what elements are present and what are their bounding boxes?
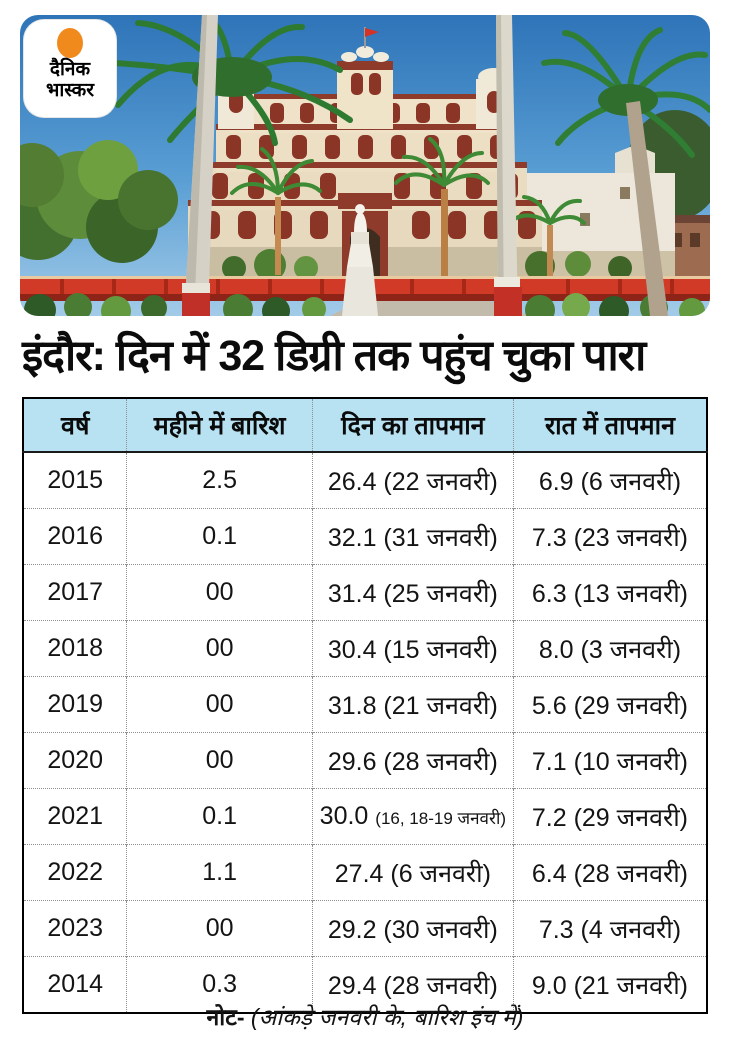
weather-table-head: वर्ष महीने में बारिश दिन का तापमान रात में … bbox=[23, 398, 707, 453]
year-cell: 2022 bbox=[23, 844, 127, 901]
rain-cell: 0.1 bbox=[126, 508, 313, 565]
rain-cell: 1.1 bbox=[126, 844, 313, 901]
rain-cell: 2.5 bbox=[126, 452, 313, 509]
header-row: वर्ष महीने में बारिश दिन का तापमान रात में … bbox=[23, 398, 707, 453]
logo-sun-icon bbox=[57, 28, 83, 58]
rain-cell: 00 bbox=[126, 900, 313, 957]
weather-table-body: 2015 2.5 26.4 (22 जनवरी) 6.9 (6 जनवरी) 2016 0… bbox=[23, 452, 707, 1013]
rajwada-illustration bbox=[20, 15, 710, 316]
table-row: 2023 00 29.2 (30 जनवरी) 7.3 (4 जनवरी) bbox=[23, 900, 707, 957]
dainik-bhaskar-logo: दैनिक भास्कर bbox=[24, 20, 116, 117]
day-temp-cell: 27.4 (6 जनवरी) bbox=[311, 844, 514, 901]
year-cell: 2017 bbox=[23, 564, 127, 621]
table-row: 2019 00 31.8 (21 जनवरी) 5.6 (29 जनवरी) bbox=[23, 676, 707, 733]
day-temp-cell: 30.0 (16, 18-19 जनवरी) bbox=[311, 788, 514, 845]
column-header-0: वर्ष bbox=[23, 398, 127, 453]
night-temp-cell: 6.3 (13 जनवरी) bbox=[512, 564, 707, 621]
day-temp-cell: 29.6 (28 जनवरी) bbox=[311, 732, 514, 789]
rajwada-photo bbox=[20, 15, 710, 316]
rain-cell: 00 bbox=[126, 564, 313, 621]
day-temp-cell: 29.4 (28 जनवरी) bbox=[311, 956, 514, 1013]
logo-line1: दैनिक bbox=[49, 59, 91, 80]
year-cell: 2021 bbox=[23, 788, 127, 845]
table-row: 2017 00 31.4 (25 जनवरी) 6.3 (13 जनवरी) bbox=[23, 564, 707, 621]
year-cell: 2023 bbox=[23, 900, 127, 957]
logo-line2: भास्कर bbox=[45, 80, 95, 101]
day-temp-cell: 31.4 (25 जनवरी) bbox=[311, 564, 514, 621]
footnote-text: (आंकड़े जनवरी के, बारिश इंच में) bbox=[250, 1004, 524, 1030]
table-row: 2022 1.1 27.4 (6 जनवरी) 6.4 (28 जनवरी) bbox=[23, 844, 707, 901]
night-temp-cell: 9.0 (21 जनवरी) bbox=[512, 956, 707, 1013]
night-temp-cell: 5.6 (29 जनवरी) bbox=[512, 676, 707, 733]
footnote-label: नोट- bbox=[206, 1004, 245, 1030]
year-cell: 2015 bbox=[47, 466, 104, 494]
weather-table: वर्ष महीने में बारिश दिन का तापमान रात में … bbox=[22, 397, 708, 1014]
table-row: 2018 00 30.4 (15 जनवरी) 8.0 (3 जनवरी) bbox=[23, 620, 707, 677]
column-header-1: महीने में बारिश bbox=[126, 398, 313, 453]
night-temp-cell: 7.2 (29 जनवरी) bbox=[512, 788, 707, 845]
day-temp-cell: 29.2 (30 जनवरी) bbox=[311, 900, 514, 957]
logo-text: दैनिक भास्कर bbox=[46, 59, 94, 101]
table-row: 2020 00 29.6 (28 जनवरी) 7.1 (10 जनवरी) bbox=[23, 732, 707, 789]
column-header-3: रात में तापमान bbox=[512, 398, 707, 453]
headline: इंदौर: दिन में 32 डिग्री तक पहुंच चुका प… bbox=[22, 332, 646, 380]
day-temp-cell: 31.8 (21 जनवरी) bbox=[311, 676, 514, 733]
night-temp-cell: 6.9 (6 जनवरी) bbox=[512, 452, 707, 509]
rain-cell: 00 bbox=[126, 732, 313, 789]
night-temp-cell: 7.3 (4 जनवरी) bbox=[512, 900, 707, 957]
table-row: 2021 0.1 30.0 (16, 18-19 जनवरी) 7.2 (29 जनव… bbox=[23, 788, 707, 845]
day-temp-cell: 30.4 (15 जनवरी) bbox=[311, 620, 514, 677]
night-temp-cell: 6.4 (28 जनवरी) bbox=[512, 844, 707, 901]
day-temp-cell: 26.4 (22 जनवरी) bbox=[311, 452, 514, 509]
year-cell: 2020 bbox=[23, 732, 127, 789]
night-temp-cell: 7.3 (23 जनवरी) bbox=[512, 508, 707, 565]
column-header-2: दिन का तापमान bbox=[311, 398, 514, 453]
night-temp-cell: 8.0 (3 जनवरी) bbox=[512, 620, 707, 677]
year-cell: 2018 bbox=[23, 620, 127, 677]
night-temp-cell: 7.1 (10 जनवरी) bbox=[512, 732, 707, 789]
rain-cell: 00 bbox=[126, 676, 313, 733]
table-row: 2014 0.3 29.4 (28 जनवरी) 9.0 (21 जनवरी) bbox=[23, 956, 707, 1013]
table-row: 2015 2.5 26.4 (22 जनवरी) 6.9 (6 जनवरी) bbox=[23, 452, 707, 509]
footnote: नोट- (आंकड़े जनवरी के, बारिश इंच में) bbox=[0, 1000, 730, 1032]
year-cell: 2016 bbox=[23, 508, 127, 565]
year-cell: 2014 bbox=[23, 956, 127, 1013]
rain-cell: 00 bbox=[126, 620, 313, 677]
day-temp-cell: 32.1 (31 जनवरी) bbox=[311, 508, 514, 565]
table-row: 2016 0.1 32.1 (31 जनवरी) 7.3 (23 जनवरी) bbox=[23, 508, 707, 565]
rain-cell: 0.1 bbox=[126, 788, 313, 845]
rain-cell: 0.3 bbox=[126, 956, 313, 1013]
year-cell: 2019 bbox=[23, 676, 127, 733]
